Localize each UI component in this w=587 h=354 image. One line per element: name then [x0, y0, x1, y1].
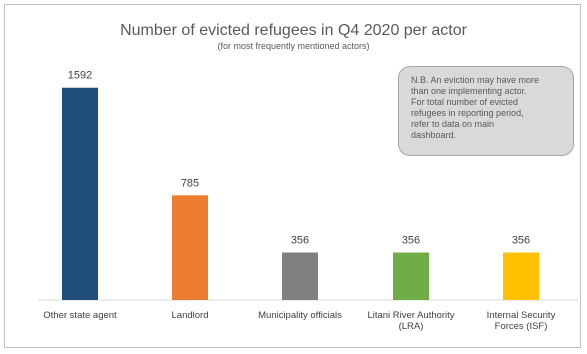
chart-subtitle: (for most frequently mentioned actors)	[217, 41, 370, 51]
category-label: Litani River Authority (LRA)	[367, 310, 454, 332]
data-label: 785	[181, 177, 199, 189]
bar	[282, 252, 318, 300]
category-label: Other state agent	[43, 310, 117, 321]
category-label: Landlord	[172, 310, 209, 321]
data-label: 356	[402, 235, 420, 247]
data-label: 1592	[68, 70, 92, 82]
category-label: Internal Security Forces (ISF)	[487, 310, 556, 332]
data-label: 356	[291, 235, 309, 247]
data-label: 356	[512, 235, 530, 247]
bar	[62, 87, 98, 300]
category-label: Municipality officials	[258, 310, 342, 321]
chart-title: Number of evicted refugees in Q4 2020 pe…	[120, 22, 467, 39]
note-text: N.B. An eviction may have more than one …	[411, 75, 540, 140]
bar	[172, 195, 208, 300]
bar	[393, 252, 429, 300]
bar	[503, 252, 539, 300]
note-box: N.B. An eviction may have more than one …	[398, 66, 574, 156]
